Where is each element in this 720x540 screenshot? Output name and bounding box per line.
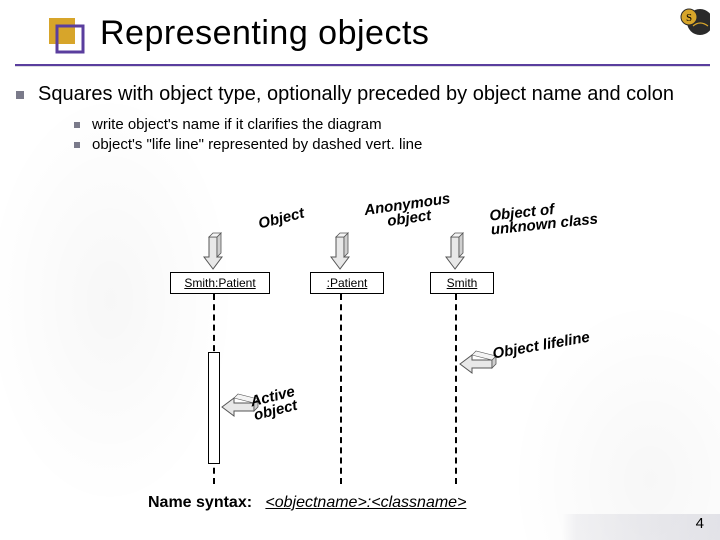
- bullet-item: Squares with object type, optionally pre…: [14, 82, 706, 156]
- syntax-label: Name syntax:: [148, 494, 252, 511]
- uml-object-box: :Patient: [310, 272, 384, 294]
- syntax-template: <objectname>:<classname>: [265, 494, 466, 511]
- bullet-list-level1: Squares with object type, optionally pre…: [14, 82, 706, 156]
- uml-object-label: Smith:Patient: [184, 276, 255, 290]
- slide-title: Representing objects: [100, 14, 429, 53]
- uml-lifeline: [455, 294, 457, 484]
- page-number: 4: [696, 515, 704, 532]
- bullet-text: Squares with object type, optionally pre…: [38, 83, 674, 105]
- uml-object-diagram: Smith:Patient :Patient Smith Object Anon…: [140, 212, 600, 512]
- title-underline: [15, 64, 710, 67]
- bullet-list-level2: write object's name if it clarifies the …: [38, 115, 706, 156]
- arrow-down-icon: [204, 233, 222, 269]
- uml-object-label: Smith: [447, 276, 478, 290]
- arrow-left-icon: [460, 351, 496, 373]
- arrow-down-icon: [446, 233, 464, 269]
- slide-body: Squares with object type, optionally pre…: [14, 82, 706, 156]
- slide-title-area: Representing objects S: [15, 8, 710, 73]
- uml-lifeline: [340, 294, 342, 484]
- svg-text:S: S: [686, 12, 692, 24]
- sub-bullet-item: object's "life line" represented by dash…: [74, 135, 706, 155]
- footer-gradient: [0, 514, 720, 540]
- diagram-syntax-line: Name syntax: <objectname>:<classname>: [148, 494, 466, 512]
- sub-bullet-item: write object's name if it clarifies the …: [74, 115, 706, 135]
- title-square-ornament: [45, 14, 85, 69]
- arrow-down-icon: [331, 233, 349, 269]
- uml-activation-bar: [208, 352, 220, 464]
- uml-object-box: Smith: [430, 272, 494, 294]
- corner-logo-icon: S: [678, 8, 710, 36]
- uml-object-label: :Patient: [327, 276, 368, 290]
- uml-object-box: Smith:Patient: [170, 272, 270, 294]
